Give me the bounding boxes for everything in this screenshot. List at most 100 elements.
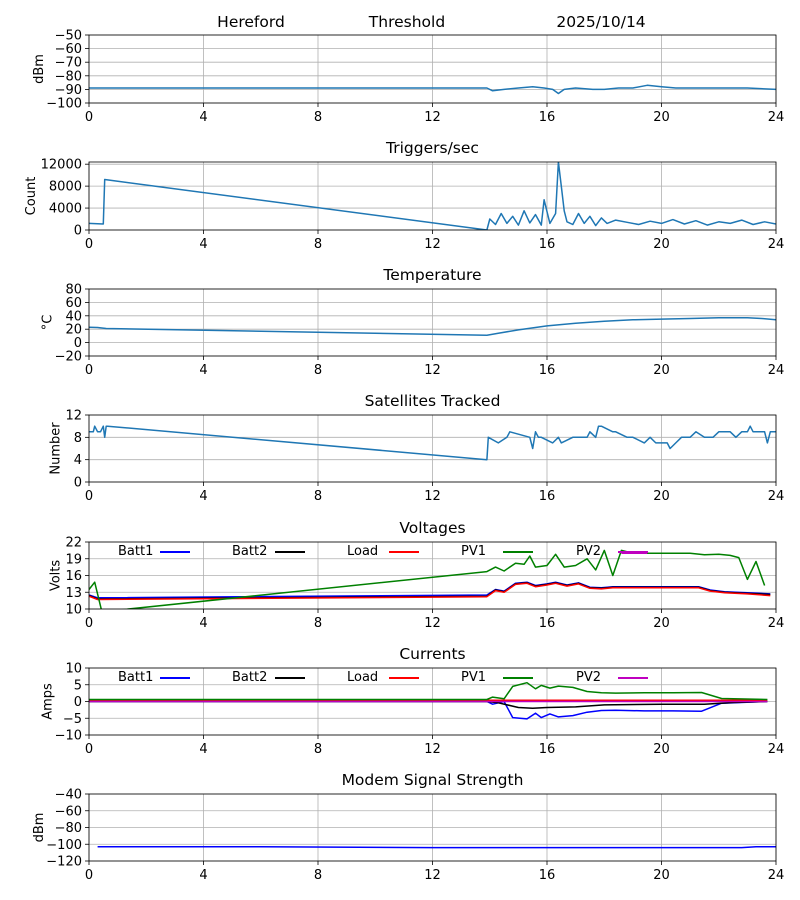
voltages-xtick-label: 24 [768, 616, 785, 631]
rssi-series-group [89, 84, 776, 95]
rssi-xtick-label: 8 [314, 110, 322, 125]
triggers-xtick-label: 20 [653, 237, 670, 252]
triggers-xtick-label: 12 [424, 237, 441, 252]
modem-series-group [97, 846, 776, 849]
temperature-ytick-label: 60 [65, 296, 82, 311]
modem-xtick-label: 4 [199, 868, 207, 883]
modem-ytick-label: −60 [55, 804, 82, 819]
temperature-series-temperature [89, 317, 776, 336]
currents-xtick-label: 20 [653, 742, 670, 757]
temperature-xtick-label: 0 [85, 363, 93, 378]
triggers-ytick-label: 12000 [41, 158, 82, 173]
satellites-ytick-label: 0 [74, 476, 82, 491]
voltages-xtick-label: 12 [424, 616, 441, 631]
header-mode: Threshold [368, 13, 445, 31]
satellites-series-group [89, 425, 776, 461]
modem-ytick-label: −100 [46, 838, 82, 853]
voltages-ylabel: Volts [49, 560, 64, 592]
rssi-panel: 0 4 8 12 16 20 24 −100−90−80−70−60−50 dBm [32, 29, 784, 126]
rssi-ytick-label: −60 [55, 42, 82, 57]
header-station: Hereford [217, 13, 285, 31]
triggers-ytick-label: 8000 [49, 180, 82, 195]
currents-legend-label-pv2: PV2 [576, 670, 601, 685]
voltages-series-pv1 [89, 549, 766, 609]
triggers-ylabel: Count [24, 177, 39, 216]
currents-legend-label-batt2: Batt2 [232, 670, 267, 685]
currents-xtick-label: 0 [85, 742, 93, 757]
currents-ytick-label: −10 [55, 729, 82, 744]
temperature-xtick-label: 24 [768, 363, 785, 378]
currents-series-batt2 [89, 700, 768, 709]
satellites-ylabel: Number [49, 422, 64, 475]
satellites-panel: 0 4 8 12 16 20 24 0 4 8 12 Satellites Tracked Number [49, 392, 785, 504]
temperature-series-group [89, 317, 776, 336]
modem-ytick-label: −80 [55, 821, 82, 836]
voltages-xtick-label: 20 [653, 616, 670, 631]
satellites-ytick-label: 8 [74, 431, 82, 446]
voltages-series-group [89, 549, 771, 609]
temperature-xtick-label: 4 [199, 363, 207, 378]
voltages-legend-label-batt2: Batt2 [232, 544, 267, 559]
voltages-xtick-label: 8 [314, 616, 322, 631]
rssi-xtick-label: 20 [653, 110, 670, 125]
voltages-title: Voltages [399, 519, 465, 537]
triggers-xtick-label: 0 [85, 237, 93, 252]
satellites-xtick-label: 20 [653, 489, 670, 504]
temperature-ytick-label: −20 [55, 350, 82, 365]
modem-xtick-label: 16 [539, 868, 556, 883]
voltages-ytick-label: 16 [65, 569, 82, 584]
triggers-ytick-label: 4000 [49, 202, 82, 217]
currents-ytick-label: 10 [65, 662, 82, 677]
temperature-ytick-label: 0 [74, 336, 82, 351]
currents-xtick-label: 12 [424, 742, 441, 757]
rssi-ytick-label: −80 [55, 69, 82, 84]
satellites-series-satellites [89, 425, 776, 461]
modem-ylabel: dBm [32, 813, 47, 843]
voltages-xtick-label: 0 [85, 616, 93, 631]
rssi-series-rssi [89, 84, 776, 95]
currents-xtick-label: 24 [768, 742, 785, 757]
currents-xtick-label: 16 [539, 742, 556, 757]
voltages-legend-label-batt1: Batt1 [118, 544, 153, 559]
triggers-xtick-label: 16 [539, 237, 556, 252]
modem-xtick-label: 24 [768, 868, 785, 883]
voltages-legend-label-pv1: PV1 [461, 544, 486, 559]
rssi-ytick-label: −90 [55, 83, 82, 98]
currents-ytick-label: 0 [74, 695, 82, 710]
temperature-xtick-label: 20 [653, 363, 670, 378]
satellites-xtick-label: 0 [85, 489, 93, 504]
rssi-xtick-label: 16 [539, 110, 556, 125]
modem-ytick-label: −120 [46, 855, 82, 870]
triggers-ytick-label: 0 [74, 224, 82, 239]
temperature-ytick-label: 80 [65, 283, 82, 298]
temperature-ylabel: °C [40, 315, 55, 331]
voltages-ytick-label: 13 [65, 586, 82, 601]
satellites-title: Satellites Tracked [365, 392, 501, 410]
temperature-xtick-label: 12 [424, 363, 441, 378]
satellites-ytick-label: 4 [74, 453, 82, 468]
modem-ytick-label: −40 [55, 788, 82, 803]
modem-title: Modem Signal Strength [342, 771, 524, 789]
currents-legend-label-load: Load [347, 670, 378, 685]
currents-title: Currents [399, 645, 465, 663]
satellites-ytick-label: 12 [65, 409, 82, 424]
modem-series-modem [97, 846, 776, 849]
rssi-xtick-label: 12 [424, 110, 441, 125]
voltages-legend-label-load: Load [347, 544, 378, 559]
triggers-panel: 0 4 8 12 16 20 24 0 4000 8000 12000 Triggers/sec Cou… [24, 139, 784, 252]
currents-legend-label-batt1: Batt1 [118, 670, 153, 685]
satellites-xtick-label: 24 [768, 489, 785, 504]
temperature-xtick-label: 16 [539, 363, 556, 378]
header-date: 2025/10/14 [556, 13, 645, 31]
currents-series-pv1 [89, 681, 768, 701]
triggers-xtick-label: 4 [199, 237, 207, 252]
modem-panel: 0 4 8 12 16 20 24 −120 −100 −80 −60−40 Modem Signal… [32, 771, 784, 883]
triggers-xtick-label: 24 [768, 237, 785, 252]
triggers-series-group [89, 162, 776, 230]
